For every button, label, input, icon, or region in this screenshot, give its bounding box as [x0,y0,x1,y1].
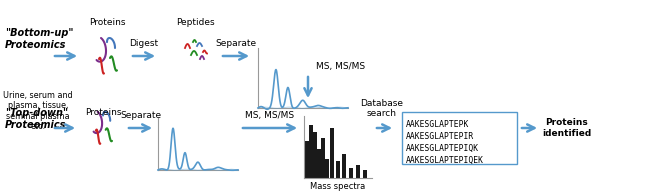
FancyBboxPatch shape [402,112,517,164]
Bar [330,128,333,178]
Bar [309,125,313,178]
Text: Separate: Separate [215,39,257,48]
Bar [356,164,359,178]
Bar [336,161,340,178]
Text: MS, MS/MS: MS, MS/MS [246,111,294,120]
Text: "Top-down"
Proteomics: "Top-down" Proteomics [5,108,68,130]
Text: AAKESGLAPTEPIQK: AAKESGLAPTEPIQK [406,144,479,153]
Bar [306,142,309,178]
Text: Proteins
identified: Proteins identified [542,118,592,138]
Text: Urine, serum and
plasma, tissue,
seminal plasma
etc.: Urine, serum and plasma, tissue, seminal… [3,91,73,131]
Text: Separate: Separate [120,111,162,120]
Text: Proteins: Proteins [84,108,122,117]
Bar [325,159,329,178]
Text: Peptides: Peptides [176,18,214,27]
Text: "Bottom-up"
Proteomics: "Bottom-up" Proteomics [5,28,73,50]
Text: AAKESGLAPTEPIQEK: AAKESGLAPTEPIQEK [406,156,484,165]
Text: AAKESGLAPTEPIR: AAKESGLAPTEPIR [406,132,474,141]
Bar [321,138,325,178]
Text: Digest: Digest [129,39,159,48]
Text: Mass spectra: Mass spectra [311,182,365,191]
Bar [317,149,320,178]
Text: AAKESGLAPTEPK: AAKESGLAPTEPK [406,120,469,129]
Bar [349,168,353,178]
Text: Proteins: Proteins [89,18,125,27]
Bar [343,154,346,178]
Text: MS, MS/MS: MS, MS/MS [316,62,365,71]
Bar [313,132,317,178]
Text: Database
search: Database search [361,99,404,118]
Bar [363,170,367,178]
